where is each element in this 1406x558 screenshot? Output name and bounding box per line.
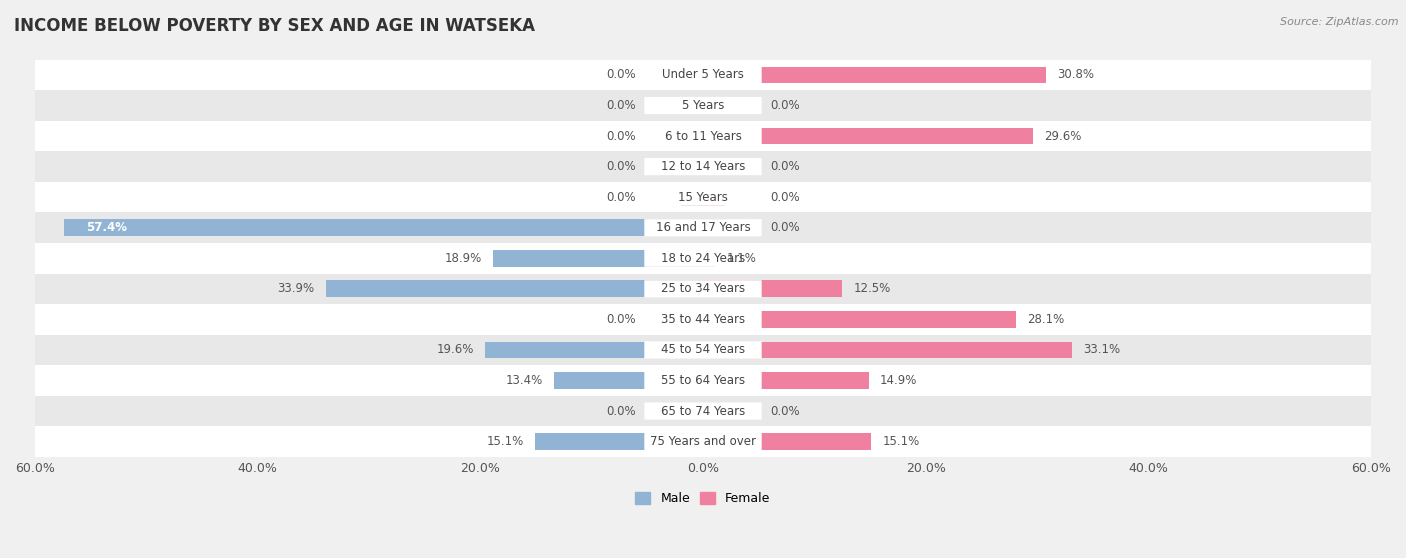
Bar [35,213,1371,243]
Bar [35,60,1371,90]
Text: INCOME BELOW POVERTY BY SEX AND AGE IN WATSEKA: INCOME BELOW POVERTY BY SEX AND AGE IN W… [14,17,536,35]
Text: 33.9%: 33.9% [277,282,315,295]
Text: 18 to 24 Years: 18 to 24 Years [661,252,745,264]
Legend: Male, Female: Male, Female [630,487,776,510]
Text: 33.1%: 33.1% [1083,343,1119,357]
Bar [703,128,1032,145]
Text: 0.0%: 0.0% [606,129,636,142]
Text: 15.1%: 15.1% [486,435,524,448]
Text: 29.6%: 29.6% [1043,129,1081,142]
Text: 1.1%: 1.1% [727,252,756,264]
Bar [554,372,703,389]
Bar [35,396,1371,426]
Bar [35,182,1371,213]
Bar [681,311,703,328]
Text: 0.0%: 0.0% [606,69,636,81]
FancyBboxPatch shape [644,311,762,328]
Text: 5 Years: 5 Years [682,99,724,112]
Text: 18.9%: 18.9% [444,252,481,264]
FancyBboxPatch shape [644,372,762,389]
Text: 14.9%: 14.9% [880,374,917,387]
Bar [703,311,1017,328]
FancyBboxPatch shape [644,97,762,114]
Text: 0.0%: 0.0% [606,405,636,417]
Bar [681,128,703,145]
Text: 28.1%: 28.1% [1026,313,1064,326]
Text: 6 to 11 Years: 6 to 11 Years [665,129,741,142]
Bar [35,151,1371,182]
FancyBboxPatch shape [644,66,762,84]
Bar [534,433,703,450]
Text: 15.1%: 15.1% [882,435,920,448]
Text: 0.0%: 0.0% [606,313,636,326]
Bar [703,372,869,389]
Bar [35,304,1371,335]
Bar [35,365,1371,396]
Bar [703,97,725,114]
FancyBboxPatch shape [644,402,762,420]
Bar [63,219,703,236]
Bar [703,433,872,450]
Text: Source: ZipAtlas.com: Source: ZipAtlas.com [1281,17,1399,27]
Bar [35,335,1371,365]
Bar [35,90,1371,121]
Text: 19.6%: 19.6% [436,343,474,357]
Text: 75 Years and over: 75 Years and over [650,435,756,448]
Bar [703,250,716,267]
FancyBboxPatch shape [644,127,762,145]
FancyBboxPatch shape [644,189,762,206]
Bar [492,250,703,267]
FancyBboxPatch shape [644,433,762,450]
Bar [703,189,725,205]
FancyBboxPatch shape [644,219,762,236]
Bar [35,243,1371,273]
Text: 12 to 14 Years: 12 to 14 Years [661,160,745,173]
Bar [681,189,703,205]
Bar [681,66,703,83]
Bar [681,403,703,420]
FancyBboxPatch shape [644,249,762,267]
Text: 16 and 17 Years: 16 and 17 Years [655,221,751,234]
Text: 0.0%: 0.0% [770,405,800,417]
Text: 12.5%: 12.5% [853,282,890,295]
FancyBboxPatch shape [644,158,762,175]
Text: 0.0%: 0.0% [770,191,800,204]
Text: 0.0%: 0.0% [770,160,800,173]
Text: 0.0%: 0.0% [606,160,636,173]
Text: 57.4%: 57.4% [86,221,127,234]
Bar [703,281,842,297]
Text: 0.0%: 0.0% [606,191,636,204]
Text: 13.4%: 13.4% [505,374,543,387]
Text: 35 to 44 Years: 35 to 44 Years [661,313,745,326]
Bar [703,403,725,420]
Text: 55 to 64 Years: 55 to 64 Years [661,374,745,387]
Bar [35,121,1371,151]
Bar [703,219,725,236]
Bar [35,273,1371,304]
Bar [681,158,703,175]
Bar [485,341,703,358]
Text: 0.0%: 0.0% [770,99,800,112]
Bar [326,281,703,297]
Text: 0.0%: 0.0% [770,221,800,234]
Bar [35,426,1371,457]
Bar [703,158,725,175]
Text: 15 Years: 15 Years [678,191,728,204]
Text: 0.0%: 0.0% [606,99,636,112]
Text: 30.8%: 30.8% [1057,69,1094,81]
FancyBboxPatch shape [644,280,762,297]
FancyBboxPatch shape [644,341,762,359]
Text: 65 to 74 Years: 65 to 74 Years [661,405,745,417]
Bar [681,97,703,114]
Bar [703,66,1046,83]
Text: 45 to 54 Years: 45 to 54 Years [661,343,745,357]
Text: 25 to 34 Years: 25 to 34 Years [661,282,745,295]
Bar [703,341,1071,358]
Text: Under 5 Years: Under 5 Years [662,69,744,81]
